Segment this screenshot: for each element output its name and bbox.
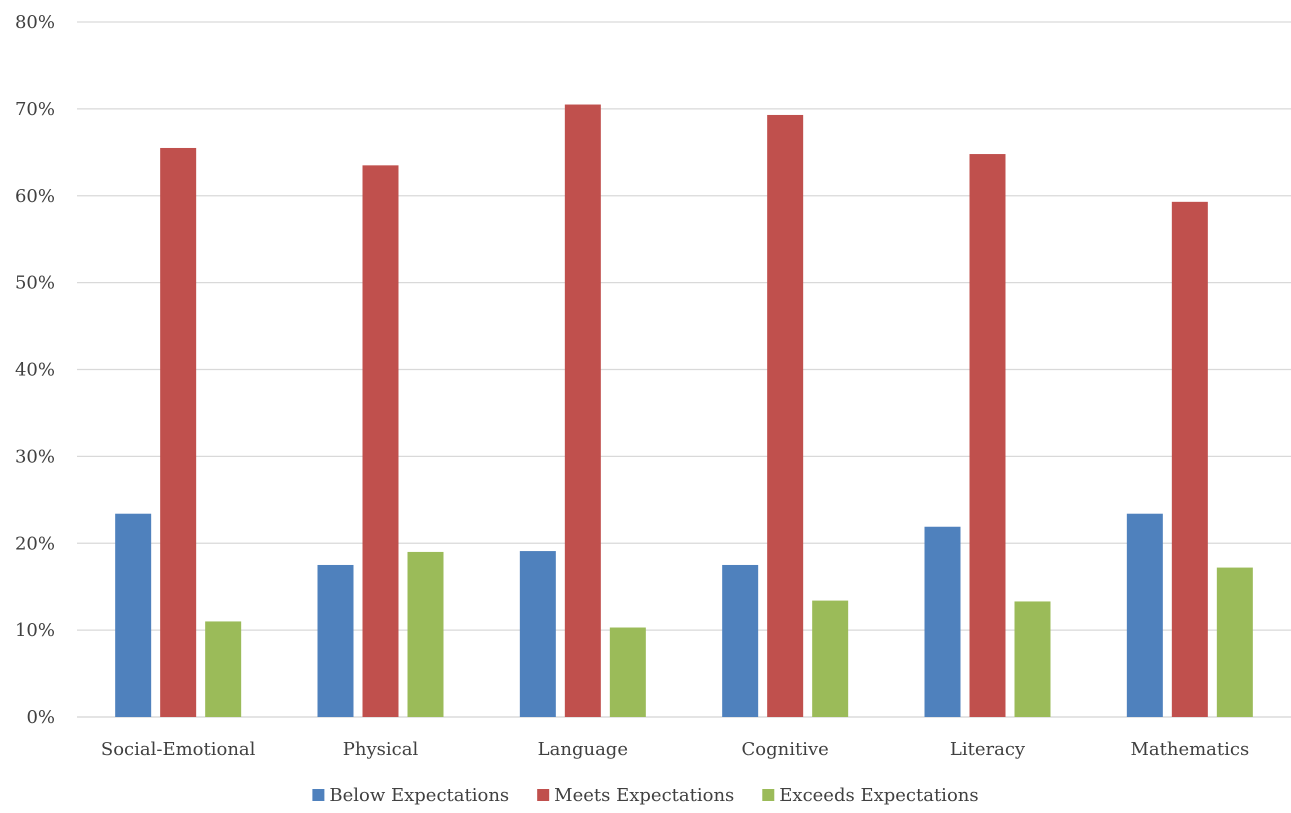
- bar-below-expectations-cognitive: [722, 564, 759, 717]
- legend-item-below-expectations: Below Expectations: [312, 785, 509, 806]
- legend-label: Exceeds Expectations: [779, 785, 978, 806]
- bar-exceeds-expectations-cognitive: [812, 600, 849, 717]
- bar-meets-expectations-social-emotional: [160, 147, 197, 717]
- bar-below-expectations-language: [519, 551, 556, 717]
- y-tick-label: 60%: [15, 186, 55, 207]
- bar-meets-expectations-language: [564, 104, 601, 717]
- legend-label: Below Expectations: [329, 785, 509, 806]
- bar-below-expectations-social-emotional: [115, 513, 152, 717]
- x-tick-label: Literacy: [950, 739, 1026, 760]
- gridlines: [77, 21, 1291, 718]
- bar-below-expectations-literacy: [924, 526, 961, 717]
- y-tick-label: 80%: [15, 12, 55, 33]
- bar-exceeds-expectations-literacy: [1014, 601, 1051, 717]
- bar-exceeds-expectations-physical: [407, 551, 444, 717]
- y-tick-label: 10%: [15, 620, 55, 641]
- x-tick-label: Mathematics: [1130, 739, 1249, 760]
- bar-meets-expectations-literacy: [969, 154, 1006, 718]
- y-axis-tick-labels: 0% 10% 20% 30% 40% 50% 60% 70% 80%: [15, 12, 55, 728]
- y-tick-label: 70%: [15, 99, 55, 120]
- legend-swatch: [762, 789, 775, 801]
- bar-exceeds-expectations-mathematics: [1216, 567, 1253, 717]
- legend-swatch: [537, 789, 550, 801]
- y-tick-label: 40%: [15, 360, 55, 381]
- bar-below-expectations-physical: [317, 564, 354, 717]
- bars: [115, 104, 1253, 718]
- bar-meets-expectations-cognitive: [767, 114, 804, 718]
- bar-below-expectations-mathematics: [1126, 513, 1163, 717]
- x-tick-label: Cognitive: [742, 739, 829, 760]
- legend: Below Expectations Meets Expectations Exce…: [312, 785, 979, 806]
- x-tick-label: Social-Emotional: [101, 739, 256, 760]
- legend-label: Meets Expectations: [554, 785, 734, 806]
- y-tick-label: 30%: [15, 446, 55, 467]
- bar-exceeds-expectations-social-emotional: [205, 621, 242, 717]
- x-axis-tick-labels: Social-Emotional Physical Language Cognitiv…: [101, 739, 1249, 760]
- bar-meets-expectations-physical: [362, 165, 399, 717]
- bar-exceeds-expectations-language: [609, 627, 646, 717]
- y-tick-label: 20%: [15, 533, 55, 554]
- legend-item-exceeds-expectations: Exceeds Expectations: [762, 785, 979, 806]
- x-tick-label: Physical: [343, 739, 419, 760]
- x-tick-label: Language: [538, 739, 628, 760]
- legend-item-meets-expectations: Meets Expectations: [537, 785, 734, 806]
- legend-swatch: [312, 789, 325, 801]
- bar-meets-expectations-mathematics: [1171, 201, 1208, 718]
- y-tick-label: 0%: [26, 707, 55, 728]
- y-tick-label: 50%: [15, 273, 55, 294]
